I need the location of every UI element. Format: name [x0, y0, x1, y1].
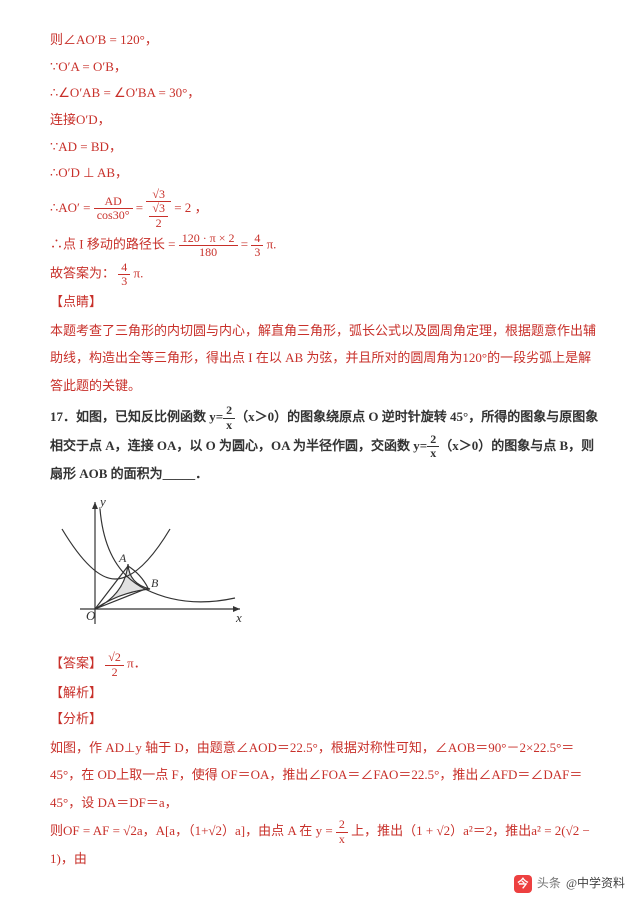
fraction: 2x [223, 404, 235, 431]
watermark-account: @中学资料 [566, 872, 625, 895]
numerator: 4 [251, 232, 263, 246]
fraction: 4 3 [251, 232, 263, 259]
fenxi-text: 如图，作 AD⊥y 轴于 D，由题意∠AOD＝22.5°，根据对称性可知，∠AO… [50, 734, 600, 816]
section-fenxi: 【分析】 [50, 707, 600, 732]
step-line-fraction: 故答案为： 4 3 π. [50, 261, 600, 288]
text: π. [134, 266, 144, 281]
text: 故答案为： [50, 266, 115, 281]
svg-text:y: y [98, 494, 106, 509]
fraction: 2x [427, 433, 439, 460]
step-line-fraction: ∴点 I 移动的路径长 = 120 · π × 2 180 = 4 3 π. [50, 232, 600, 259]
numerator: AD [94, 195, 133, 209]
text: 则OF = AF = √2a，A[a，（1+√2）a]，由点 A 在 [50, 823, 312, 838]
text: π． [127, 656, 147, 671]
text: = [168, 236, 179, 251]
fraction: AD cos30° [94, 195, 133, 222]
dianjing-text: 本题考查了三角形的内切圆与内心，解直角三角形，弧长公式以及圆周角定理，根据题意作… [50, 317, 600, 399]
question-17: 17．如图，已知反比例函数 y=2x（x＞0）的图象绕原点 O 逆时针旋转 45… [50, 403, 600, 488]
section-dianjing: 【点睛】 [50, 290, 600, 315]
answer-label: 【答案】 [50, 656, 102, 671]
step-line: 连接O′D， [50, 108, 600, 133]
inner-fraction: √3 2 [149, 202, 168, 229]
fraction: √3 √3 2 [146, 188, 171, 230]
svg-text:O: O [86, 608, 96, 623]
denominator: √3 2 [146, 202, 171, 229]
step-line: ∴∠O′AB = ∠O′BA = 30°， [50, 81, 600, 106]
fraction: 2 x [336, 818, 348, 845]
section-jiexi: 【解析】 [50, 681, 600, 706]
text: ， [195, 200, 208, 215]
numerator: 2 [336, 818, 348, 832]
denominator: 3 [118, 275, 130, 288]
watermark-brand: 头条 [537, 872, 561, 895]
numerator: √3 [146, 188, 171, 202]
fraction: √2 2 [105, 651, 124, 678]
toutiao-logo-icon: 今 [514, 875, 532, 893]
denominator: 3 [251, 246, 263, 259]
graph-figure: O x y A B [50, 494, 600, 648]
numerator: 120 · π × 2 [179, 232, 238, 246]
denominator: cos30° [94, 209, 133, 222]
text: π. [267, 236, 277, 251]
fraction: 120 · π × 2 180 [179, 232, 238, 259]
step-line: ∵AD = BD， [50, 135, 600, 160]
fenxi-text-2: 则OF = AF = √2a，A[a，（1+√2）a]，由点 A 在 y = 2… [50, 818, 600, 872]
step-line: 则∠AO′B = 120°， [50, 28, 600, 53]
step-line: ∵O′A = O′B， [50, 55, 600, 80]
text: 17．如图，已知反比例函数 y= [50, 409, 223, 424]
numerator: √2 [105, 651, 124, 665]
step-line: ∴O′D ⊥ AB， [50, 161, 600, 186]
watermark: 今 头条 @中学资料 [514, 872, 625, 895]
svg-text:B: B [151, 576, 159, 590]
denominator: 2 [105, 666, 124, 679]
svg-text:x: x [235, 610, 242, 625]
denominator: x [336, 833, 348, 846]
text: y = [316, 823, 336, 838]
answer-line: 【答案】 √2 2 π． [50, 651, 600, 678]
svg-text:A: A [118, 551, 127, 565]
numerator: 4 [118, 261, 130, 275]
text: = [136, 200, 147, 215]
text: = 2 [174, 200, 191, 215]
text: ∴AO′ = [50, 200, 94, 215]
text: = [241, 236, 252, 251]
text: ∴点 I 移动的路径长 [50, 236, 165, 251]
denominator: 180 [179, 246, 238, 259]
step-line-fraction: ∴AO′ = AD cos30° = √3 √3 2 = 2 ， [50, 188, 600, 230]
fraction: 4 3 [118, 261, 130, 288]
